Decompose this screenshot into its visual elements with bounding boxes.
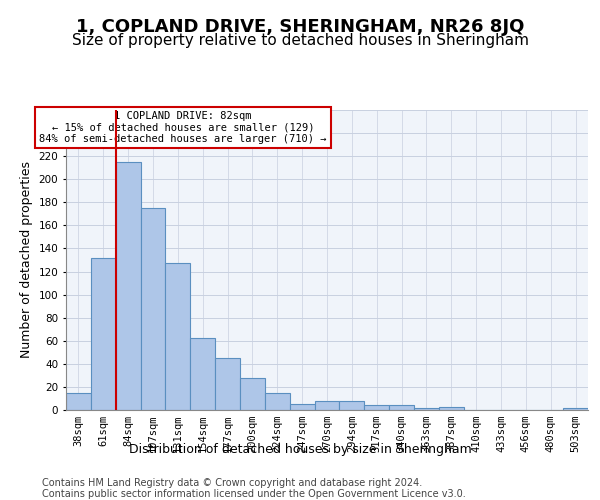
Text: 1, COPLAND DRIVE, SHERINGHAM, NR26 8JQ: 1, COPLAND DRIVE, SHERINGHAM, NR26 8JQ (76, 18, 524, 36)
Bar (290, 404, 314, 410)
Bar (340, 401, 364, 410)
Bar (116, 162, 140, 410)
Text: Distribution of detached houses by size in Sheringham: Distribution of detached houses by size … (128, 442, 472, 456)
Bar (439, 406, 464, 410)
Bar (166, 264, 190, 410)
Bar (364, 406, 389, 410)
Bar (215, 358, 240, 410)
Bar (389, 406, 414, 410)
Bar (563, 408, 588, 410)
Bar (265, 392, 290, 410)
Text: Contains public sector information licensed under the Open Government Licence v3: Contains public sector information licen… (42, 489, 466, 499)
Bar (314, 401, 340, 410)
Text: 1 COPLAND DRIVE: 82sqm
← 15% of detached houses are smaller (129)
84% of semi-de: 1 COPLAND DRIVE: 82sqm ← 15% of detached… (39, 110, 326, 144)
Bar (140, 208, 166, 410)
Bar (190, 338, 215, 410)
Text: Size of property relative to detached houses in Sheringham: Size of property relative to detached ho… (71, 32, 529, 48)
Text: Contains HM Land Registry data © Crown copyright and database right 2024.: Contains HM Land Registry data © Crown c… (42, 478, 422, 488)
Bar (240, 378, 265, 410)
Bar (66, 392, 91, 410)
Y-axis label: Number of detached properties: Number of detached properties (20, 162, 33, 358)
Bar (91, 258, 116, 410)
Bar (414, 408, 439, 410)
